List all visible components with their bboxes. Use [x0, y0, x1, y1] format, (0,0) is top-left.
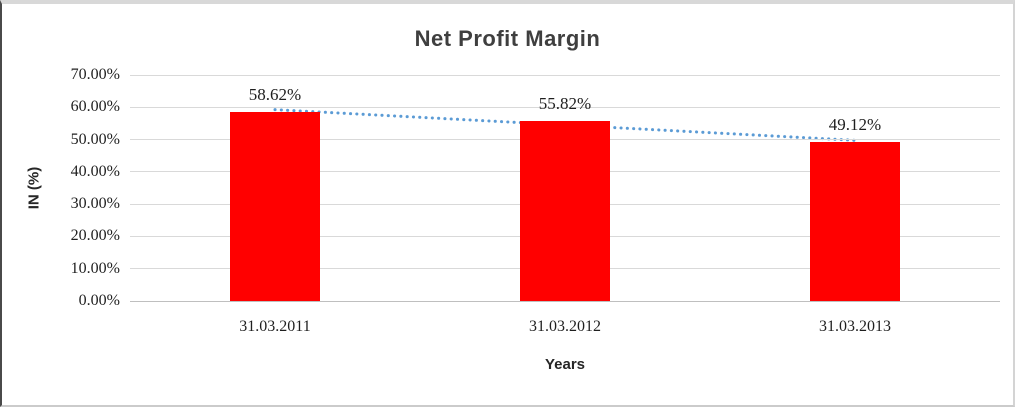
y-tick-label: 30.00% [70, 195, 120, 213]
gridline [130, 106, 1000, 108]
bar-data-label: 49.12% [828, 115, 882, 135]
y-tick-label: 60.00% [70, 98, 120, 116]
bar-data-label: 58.62% [248, 84, 302, 104]
bar-data-label: 55.82% [538, 93, 592, 113]
y-tick-label: 10.00% [70, 259, 120, 277]
plot-area: 58.62% 55.82% 49.12% [130, 74, 1000, 302]
x-tick-label: 31.03.2011 [239, 318, 311, 335]
chart-title: Net Profit Margin [414, 26, 601, 51]
x-tick-label: 31.03.2012 [529, 318, 601, 335]
gridline [130, 74, 1000, 76]
y-tick-label: 50.00% [70, 130, 120, 148]
y-tick-label: 20.00% [70, 227, 120, 245]
x-axis-tick-labels: 31.03.2011 31.03.2012 31.03.2013 [130, 318, 1000, 340]
bar [520, 120, 610, 301]
y-tick-label: 40.00% [70, 162, 120, 180]
x-axis-title: Years [544, 356, 586, 373]
bar [229, 111, 320, 301]
bar [810, 142, 900, 301]
y-tick-label: 0.00% [78, 292, 120, 309]
y-axis-tick-labels: 0.00% 10.00% 20.00% 30.00% 40.00% 50.00% 60.00… [2, 66, 120, 309]
x-tick-label: 31.03.2013 [819, 318, 891, 335]
y-tick-label: 70.00% [70, 66, 120, 83]
